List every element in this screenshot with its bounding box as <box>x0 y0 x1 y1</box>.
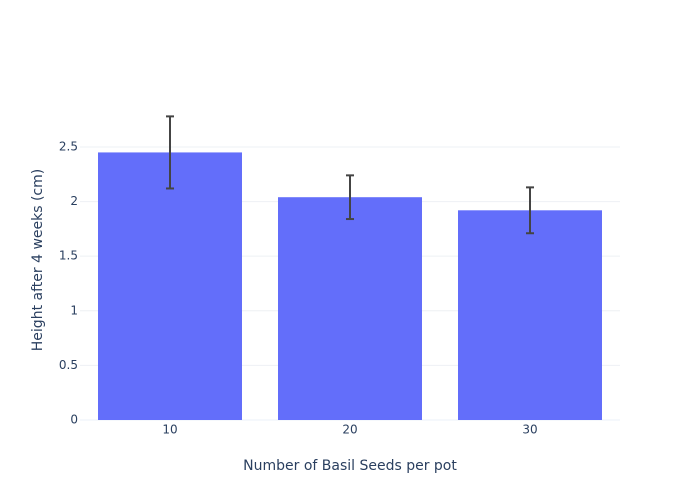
y-axis-title: Height after 4 weeks (cm) <box>30 169 46 351</box>
y-tick-label: 2.5 <box>59 139 78 153</box>
bar <box>98 152 242 420</box>
error-bar <box>346 174 354 221</box>
x-tick-label: 10 <box>162 423 177 437</box>
x-tick-label: 20 <box>342 423 357 437</box>
y-tick-label: 0.5 <box>59 358 78 372</box>
bar <box>278 197 422 420</box>
x-tick-label: 30 <box>522 423 537 437</box>
y-tick-label: 1.5 <box>59 249 78 263</box>
error-bar <box>526 186 534 235</box>
bar <box>458 210 602 420</box>
y-tick-label: 2 <box>70 194 78 208</box>
x-axis-title: Number of Basil Seeds per pot <box>243 458 457 474</box>
y-tick-label: 1 <box>70 303 78 317</box>
error-bar <box>166 115 174 190</box>
y-tick-label: 0 <box>70 413 78 427</box>
